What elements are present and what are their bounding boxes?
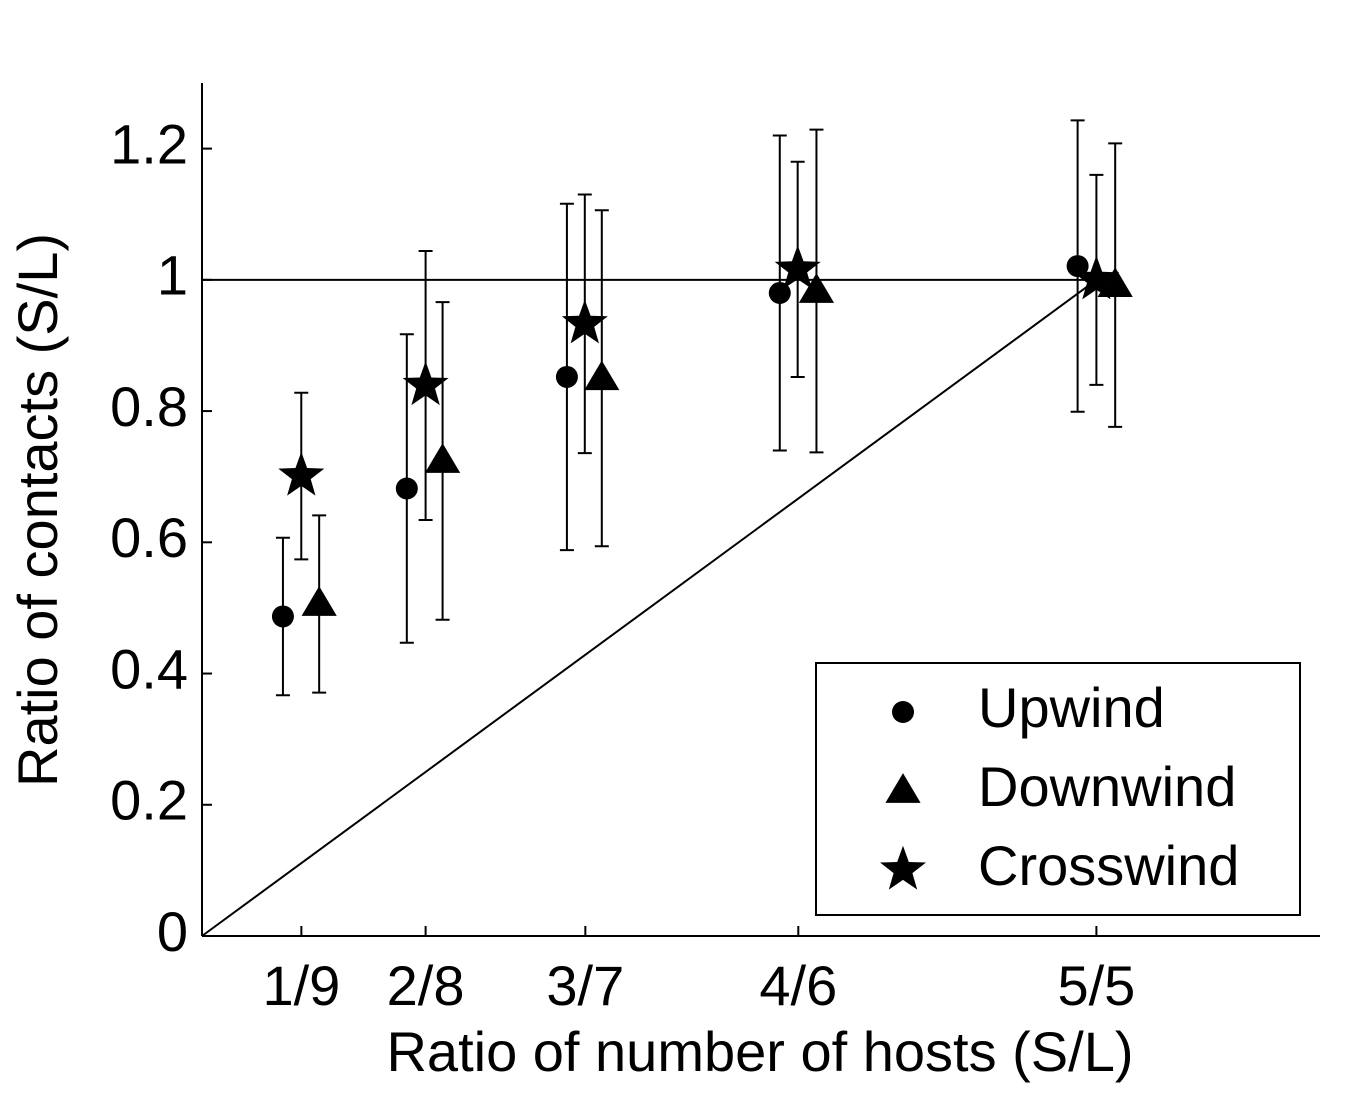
y-tick-label: 0 <box>157 900 188 963</box>
legend-label: Downwind <box>978 755 1236 818</box>
x-tick-label: 5/5 <box>1057 954 1135 1017</box>
legend-marker <box>880 845 926 890</box>
reference-line <box>201 279 1097 937</box>
x-tick-label: 4/6 <box>759 954 837 1017</box>
y-tick-label: 0.8 <box>110 375 188 438</box>
y-tick-label: 0.4 <box>110 637 188 700</box>
point <box>424 443 461 473</box>
point <box>278 451 325 496</box>
x-tick-label: 3/7 <box>546 954 624 1017</box>
point <box>584 360 620 391</box>
legend-marker <box>885 773 921 803</box>
y-tick-label: 1.2 <box>110 112 188 175</box>
point <box>271 605 294 628</box>
point <box>301 586 337 616</box>
x-tick-label: 1/9 <box>262 954 340 1017</box>
point <box>402 361 449 406</box>
point <box>1073 255 1120 300</box>
x-tick-label: 2/8 <box>387 954 465 1017</box>
y-tick-label: 0.2 <box>110 769 188 832</box>
legend-marker <box>892 701 914 723</box>
point <box>1066 255 1089 278</box>
y-axis-label: Ratio of contacts (S/L) <box>6 233 69 787</box>
point <box>395 477 418 500</box>
y-tick-label: 0.6 <box>110 506 188 569</box>
point <box>561 299 608 344</box>
legend-label: Crosswind <box>978 834 1239 897</box>
point <box>798 273 835 303</box>
y-tick-label: 1 <box>157 244 188 307</box>
point <box>774 245 821 289</box>
x-axis-label: Ratio of number of hosts (S/L) <box>386 1020 1133 1083</box>
point <box>555 365 578 388</box>
legend-label: Upwind <box>978 676 1165 739</box>
